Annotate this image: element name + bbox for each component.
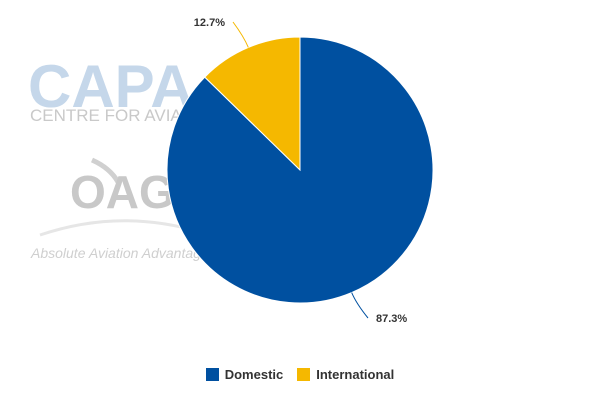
legend-item-international[interactable]: International [297,367,394,382]
pie-slices [166,36,434,304]
legend-item-domestic[interactable]: Domestic [205,367,284,382]
connector-domestic [351,292,369,319]
legend-label-international: International [316,367,395,382]
data-label-international: 12.7% [194,17,225,29]
legend-swatch-domestic [205,368,219,381]
legend-swatch-international [297,368,311,381]
legend: Domestic International [0,367,600,382]
data-label-domestic: 87.3% [376,313,407,325]
connector-international [232,21,249,48]
legend-label-domestic: Domestic [224,367,284,382]
pie-labels: 87.3% 12.7% [194,17,408,325]
